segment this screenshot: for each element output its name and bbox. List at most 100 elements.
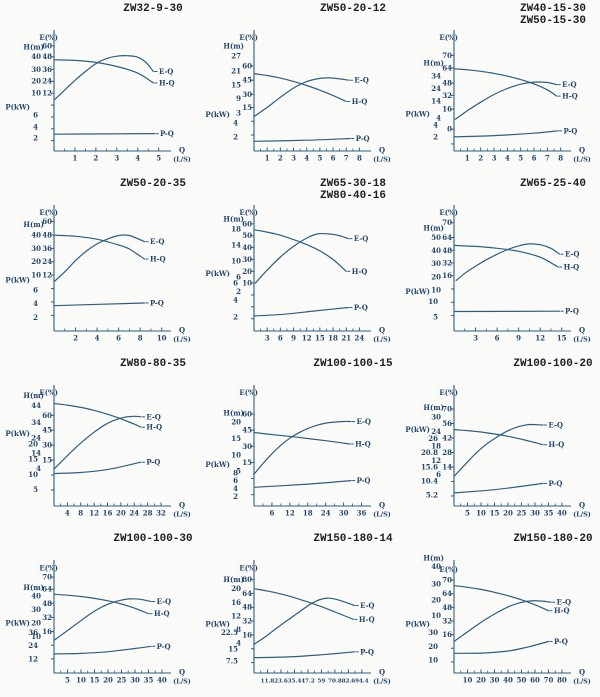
power-axis-label: P(kW)	[405, 425, 430, 434]
y-tick-label-H: 10	[431, 285, 441, 294]
flow-axis-label: Q	[579, 501, 585, 510]
y-tick-label-E: 48	[42, 52, 52, 61]
flow-axis-unit: (L/S)	[573, 156, 591, 164]
y-tick-label-H: 24	[431, 84, 441, 93]
flow-axis-unit: (L/S)	[573, 678, 591, 686]
flow-axis-unit: (L/S)	[173, 511, 191, 519]
y-tick-label-H: 14	[31, 449, 41, 458]
x-tick-label: 6	[278, 334, 283, 343]
y-tick-label-P: 2	[33, 133, 38, 142]
y-tick-label-E: 70	[442, 404, 452, 413]
y-tick-label-E: 50	[242, 231, 252, 240]
x-tick-label: 3	[114, 154, 119, 163]
x-tick-label: 21	[341, 334, 351, 343]
y-tick-label-E: 16	[42, 627, 52, 636]
curve-label-E-Q: E-Q	[354, 76, 368, 85]
y-tick-label-H: 30	[31, 605, 41, 614]
head-axis-label: H(m)	[423, 59, 444, 68]
y-tick-label-E: 70	[442, 51, 452, 60]
y-tick-label-H: 34	[431, 71, 441, 80]
flow-axis-label: Q	[379, 146, 385, 155]
x-tick-label: 12	[535, 334, 545, 343]
chart-title-line: ZW50-15-30	[519, 15, 586, 27]
curve-label-P-Q: P-Q	[150, 298, 164, 307]
curve-label-P-Q: P-Q	[354, 303, 368, 312]
curve-H-Q	[53, 234, 146, 260]
y-tick-label-E: 64	[442, 589, 452, 598]
y-tick-label-P: 5	[433, 312, 438, 321]
curve-label-E-Q: E-Q	[357, 417, 371, 426]
y-tick-label-E: 32	[442, 91, 452, 100]
y-tick-label-H: 20	[31, 77, 41, 86]
y-tick-label-E: 15	[42, 456, 52, 465]
flow-axis-label: Q	[179, 668, 185, 677]
y-tick-label-E: 80	[242, 575, 252, 584]
flow-axis-label: Q	[379, 668, 385, 677]
flow-axis-label: Q	[179, 501, 185, 510]
y-tick-label-H: 40	[31, 592, 41, 601]
y-tick-label-H: 40	[31, 52, 41, 61]
curve-P-Q	[253, 651, 356, 659]
x-tick-label: 2	[478, 154, 483, 163]
y-tick-label-P: 12	[28, 654, 38, 663]
flow-axis-unit: (L/S)	[373, 336, 391, 344]
y-tick-label-H: 40	[31, 230, 41, 239]
y-tick-label-E: 70	[442, 218, 452, 227]
efficiency-axis-label: E(%)	[39, 388, 58, 397]
y-tick-label-E: 10	[242, 279, 252, 288]
curve-E-Q	[53, 234, 146, 283]
y-tick-label-H: 20	[31, 257, 41, 266]
x-tick-label: 12	[89, 509, 99, 518]
y-tick-label-H: 15	[231, 81, 241, 90]
y-tick-label-E: 30	[42, 441, 52, 450]
curve-label-H-Q: H-Q	[562, 92, 578, 101]
y-tick-label-P: 2	[33, 313, 38, 322]
curve-H-Q	[253, 73, 347, 103]
head-axis-label: H(m)	[223, 41, 244, 50]
power-axis-label: P(kW)	[205, 620, 230, 629]
curve-label-H-Q: H-Q	[564, 263, 580, 272]
y-tick-label-E: 40	[242, 243, 252, 252]
y-tick-label-P: 26	[428, 434, 438, 443]
power-axis-label: P(kW)	[5, 102, 30, 111]
y-tick-label-H: 24	[431, 427, 441, 436]
curve-P-Q	[253, 306, 349, 317]
curve-P-Q	[453, 640, 550, 654]
x-tick-label: 12	[285, 509, 295, 518]
efficiency-axis-label: E(%)	[39, 33, 58, 42]
x-tick-label: 6	[532, 154, 537, 163]
x-tick-label: 5	[518, 154, 523, 163]
y-tick-label-E: 30	[242, 255, 252, 264]
y-tick-label-H: 16	[231, 598, 241, 607]
y-tick-label-P: 4	[233, 296, 238, 305]
x-tick-label: 15	[90, 676, 100, 685]
curve-E-Q	[253, 597, 356, 645]
x-tick-label: 30	[339, 509, 349, 518]
y-tick-label-H: 10	[31, 271, 41, 280]
x-tick-label: 16	[103, 509, 113, 518]
power-axis-label: P(kW)	[205, 460, 230, 469]
power-axis-label: P(kW)	[205, 269, 230, 278]
chart-title: ZW100-100-20	[400, 358, 600, 370]
y-tick-label-P: 30	[428, 628, 438, 637]
x-tick-label: 8	[138, 334, 143, 343]
y-tick-label-H: 20	[231, 584, 241, 593]
x-tick-label: 20	[116, 509, 126, 518]
curve-H-Q	[453, 244, 559, 268]
curve-P-Q	[253, 480, 352, 488]
chart-title: ZW150-180-14	[200, 533, 400, 545]
y-tick-label-E: 45	[42, 426, 52, 435]
y-tick-label-E: 16	[442, 271, 452, 280]
chart-title-line: ZW100-100-20	[513, 358, 593, 370]
x-tick-label: 20	[476, 676, 486, 685]
curve-E-Q	[453, 423, 544, 477]
y-tick-label-H: 20	[31, 619, 41, 628]
y-tick-label-H: 34	[31, 418, 41, 427]
chart-title-line: ZW32-9-30	[123, 3, 183, 15]
x-tick-label: 10	[463, 676, 473, 685]
chart-cell: ZW150-180-14 80 64 48 32 16 E(%) 20 16 12 8 4 H(m) 2…	[200, 530, 400, 697]
curve-H-Q	[253, 588, 354, 620]
y-tick-label-P: 6	[233, 476, 238, 485]
